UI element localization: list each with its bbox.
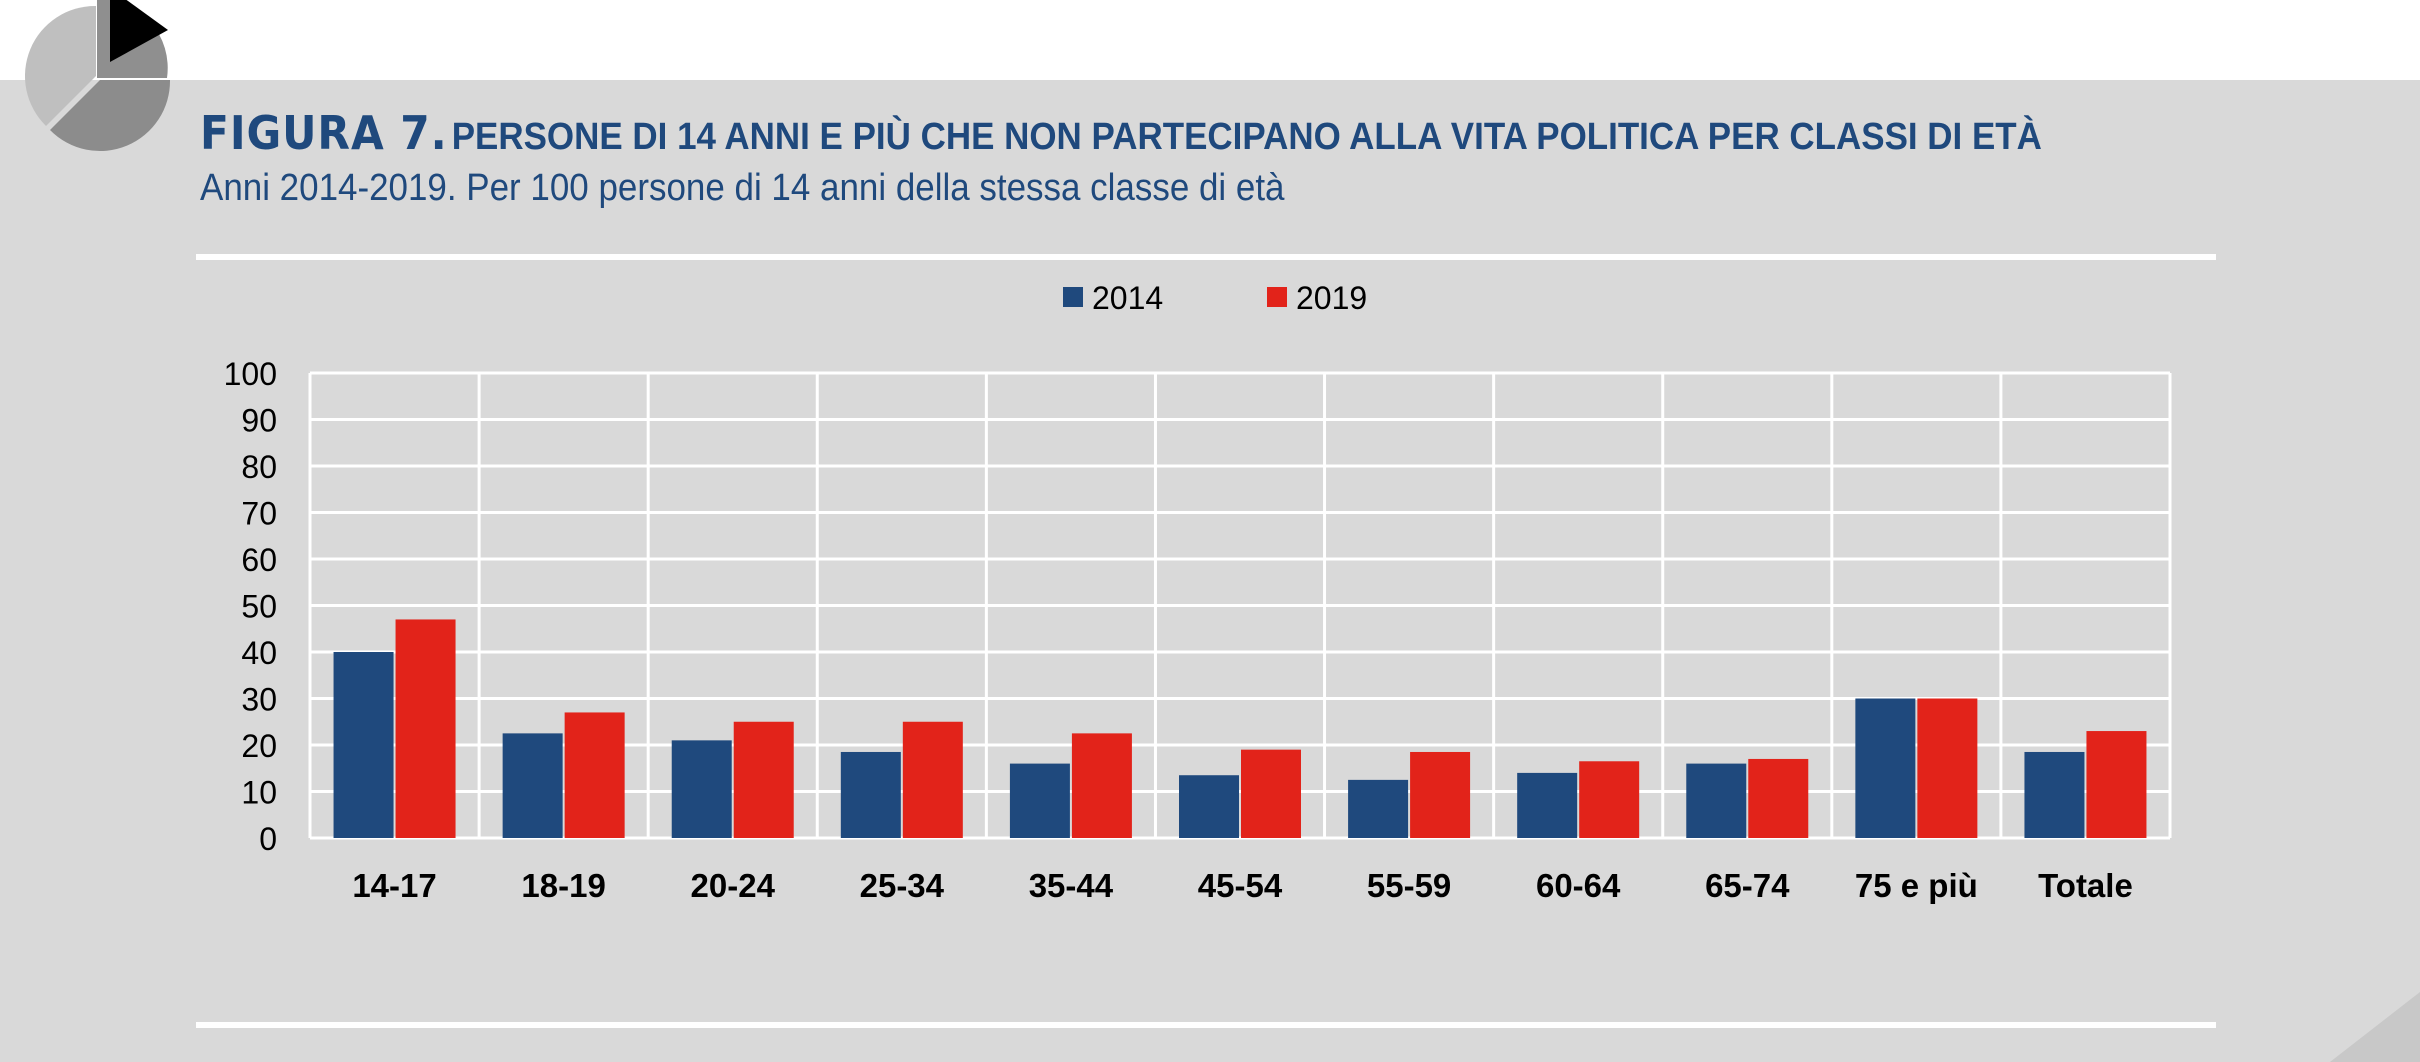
y-tick-label: 80	[241, 449, 277, 485]
x-tick-label: 55-59	[1367, 867, 1451, 904]
y-tick-label: 100	[224, 356, 277, 392]
bar-2019	[564, 712, 625, 838]
x-tick-label: 25-34	[860, 867, 945, 904]
bar-2014	[840, 751, 901, 838]
y-tick-label: 70	[241, 496, 277, 532]
y-tick-label: 0	[259, 821, 277, 857]
bar-2014	[671, 740, 732, 838]
bar-2019	[2086, 731, 2147, 838]
x-tick-label: 20-24	[691, 867, 776, 904]
pie-chart-logo-icon	[24, 0, 171, 152]
bar-2014	[502, 733, 563, 838]
figure-title: FIGURA 7. PERSONE DI 14 ANNI E PIÙ CHE N…	[200, 106, 2042, 160]
figure-label: FIGURA 7.	[200, 106, 448, 160]
y-tick-label: 60	[241, 542, 277, 578]
bottom-divider	[196, 1022, 2216, 1028]
x-tick-label: 45-54	[1198, 867, 1283, 904]
bar-2014	[1517, 772, 1578, 838]
bar-2019	[395, 619, 456, 838]
x-tick-label: 35-44	[1029, 867, 1114, 904]
y-tick-label: 50	[241, 589, 277, 625]
figure-title-text: PERSONE DI 14 ANNI E PIÙ CHE NON PARTECI…	[451, 116, 2042, 158]
bar-2014	[2024, 751, 2085, 838]
bar-2019	[1579, 761, 1640, 838]
figure-panel	[0, 80, 2420, 1062]
legend-label: 2019	[1296, 280, 1367, 316]
bar-2014	[1855, 698, 1916, 838]
y-tick-label: 10	[241, 775, 277, 811]
bar-2019	[902, 721, 963, 838]
x-tick-label: 60-64	[1536, 867, 1621, 904]
y-tick-label: 30	[241, 682, 277, 718]
bar-2014	[333, 652, 394, 838]
bar-2019	[1748, 758, 1809, 838]
y-tick-label: 40	[241, 635, 277, 671]
legend-swatch	[1063, 287, 1083, 307]
x-tick-label: 18-19	[521, 867, 605, 904]
bar-2019	[1917, 698, 1978, 838]
legend-label: 2014	[1092, 280, 1163, 316]
bar-2014	[1686, 763, 1747, 838]
bar-2014	[1179, 775, 1239, 838]
y-tick-label: 90	[241, 403, 277, 439]
bar-2019	[1071, 733, 1132, 838]
bar-2019	[733, 721, 794, 838]
bar-2014	[1009, 763, 1070, 838]
page-corner-icon	[2330, 992, 2420, 1062]
x-tick-label: 14-17	[352, 867, 436, 904]
x-tick-label: 65-74	[1705, 867, 1790, 904]
x-tick-label: 75 e più	[1855, 867, 1978, 904]
bar-2014	[1348, 779, 1409, 838]
legend-swatch	[1267, 287, 1287, 307]
bar-2019	[1410, 751, 1471, 838]
figure-subtitle: Anni 2014-2019. Per 100 persone di 14 an…	[200, 167, 1285, 209]
bar-2019	[1241, 749, 1301, 838]
y-tick-label: 20	[241, 728, 277, 764]
top-divider	[196, 254, 2216, 260]
x-tick-label: Totale	[2038, 867, 2133, 904]
